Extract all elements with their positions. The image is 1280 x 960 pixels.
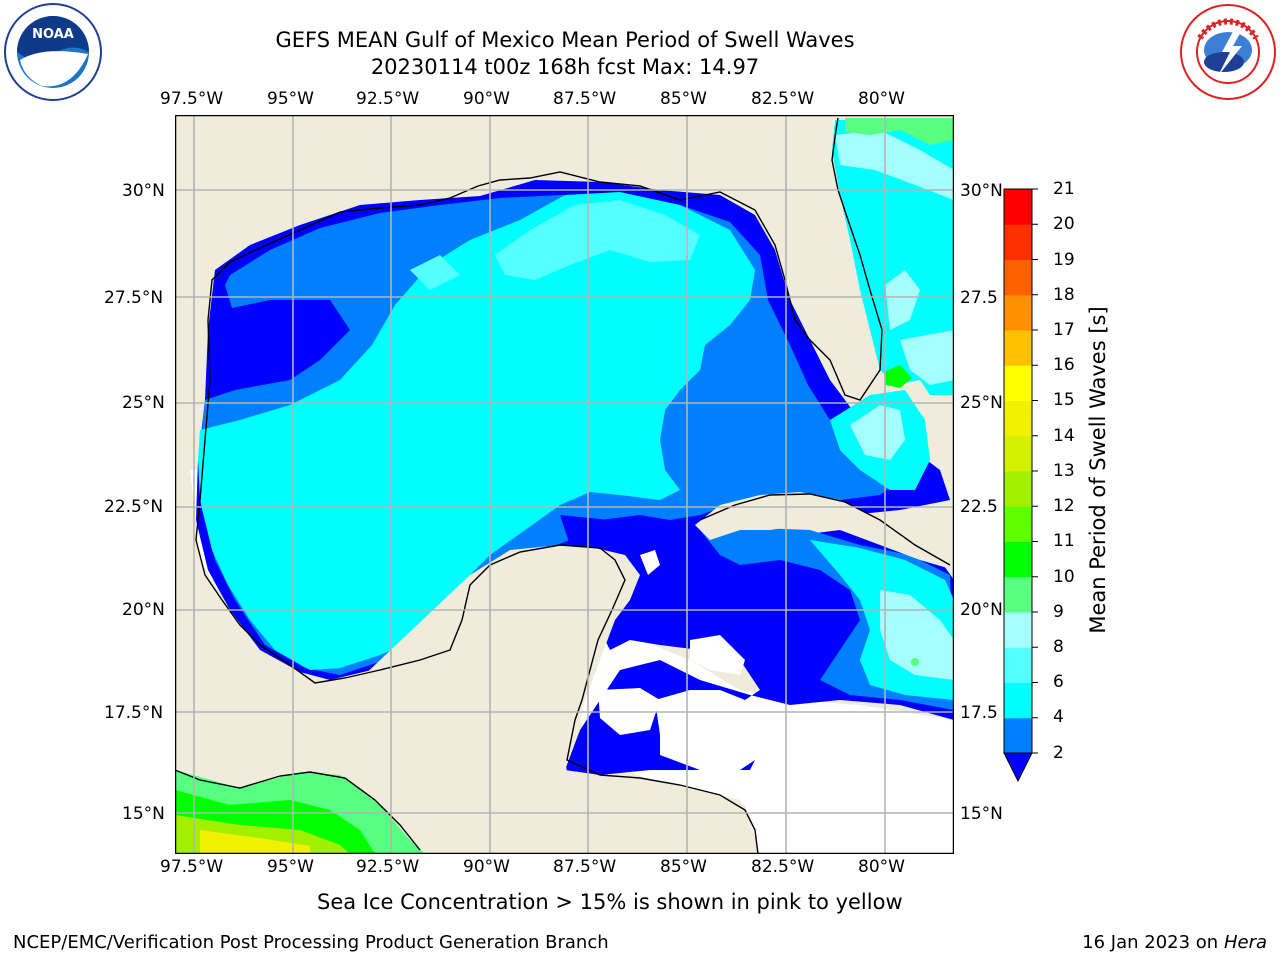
date-prefix: 16 Jan 2023 on [1082, 932, 1224, 953]
sea-ice-note: Sea Ice Concentration > 15% is shown in … [317, 890, 903, 914]
colorbar-tick-label: 6 [1053, 672, 1064, 692]
colorbar-tick-label: 8 [1053, 637, 1064, 657]
colorbar-tick-label: 18 [1053, 285, 1075, 305]
credit-text: NCEP/EMC/Verification Post Processing Pr… [13, 932, 609, 953]
atlantic-pale-patches [835, 130, 954, 385]
colorbar-tick-label: 20 [1053, 214, 1075, 234]
lat-tick-left: 22.5°N [104, 497, 164, 517]
lon-tick-bottom: 95°W [267, 857, 314, 877]
colorbar-segment [1004, 682, 1032, 719]
colorbar-segment [1004, 259, 1032, 296]
colorbar-tick-label: 2 [1053, 743, 1064, 763]
colorbar-segment [1004, 189, 1032, 225]
colorbar-tick-label: 16 [1053, 355, 1075, 375]
lon-tick-bottom: 80°W [858, 857, 905, 877]
lat-tick-right: 25°N [960, 393, 1003, 413]
lon-tick-bottom: 92.5°W [356, 857, 420, 877]
lat-tick-right: 22.5 [960, 497, 998, 517]
colorbar-tick-label: 17 [1053, 320, 1075, 340]
caribbean-pale-zone [880, 590, 954, 680]
colorbar-segment [1004, 471, 1032, 507]
lat-tick-right: 15°N [960, 804, 1003, 824]
lon-tick-top: 82.5°W [751, 89, 815, 109]
colorbar-tick-label: 14 [1053, 426, 1075, 446]
lat-tick-left: 27.5°N [104, 288, 164, 308]
lon-tick-bottom: 85°W [660, 857, 707, 877]
lat-tick-right: 30°N [960, 181, 1003, 201]
atlantic-cyan-zone [832, 120, 954, 395]
machine-name: Hera [1223, 932, 1267, 953]
lon-tick-bottom: 87.5°W [553, 857, 617, 877]
bahamas-pale-zone [850, 405, 905, 460]
colorbar-segment [1004, 294, 1032, 331]
atlantic-green-patches [845, 118, 954, 388]
lon-tick-top: 90°W [463, 89, 510, 109]
colorbar-tick-label: 12 [1053, 496, 1075, 516]
yucatan-land-inner [420, 552, 628, 800]
colorbar-tick-label: 10 [1053, 567, 1075, 587]
coastline [175, 117, 951, 854]
caribbean-green-dot [911, 658, 919, 666]
colorbar-segment [1004, 400, 1032, 437]
lat-tick-left: 17.5°N [104, 703, 164, 723]
colorbar-tick-label: 11 [1053, 531, 1075, 551]
lon-tick-top: 95°W [267, 89, 314, 109]
colorbar-under-triangle [1003, 752, 1033, 783]
lat-tick-left: 25°N [122, 393, 165, 413]
graticule [175, 115, 954, 854]
colorbar-segment [1004, 647, 1032, 683]
lat-tick-right: 27.5 [960, 288, 998, 308]
colorbar-segment [1004, 717, 1032, 754]
lat-tick-right: 20°N [960, 600, 1003, 620]
svg-text:NOAA: NOAA [32, 27, 74, 42]
colorbar-segment [1004, 506, 1032, 542]
colorbar-segment [1004, 435, 1032, 472]
map-frame [175, 115, 954, 854]
map-subtitle: 20230114 t00z 168h fcst Max: 14.97 [370, 55, 760, 79]
cuba-land [695, 492, 954, 570]
colorbar-tick-label: 19 [1053, 250, 1075, 270]
colorbar-segment [1004, 541, 1032, 578]
lon-tick-top: 80°W [858, 89, 905, 109]
nws-logo [1180, 4, 1276, 100]
lat-tick-right: 17.5 [960, 703, 998, 723]
colorbar-segment [1004, 576, 1032, 613]
colorbar-segment [1004, 224, 1032, 260]
colorbar-tick-label: 9 [1053, 602, 1064, 622]
colorbar [1003, 188, 1038, 783]
colorbar-tick-label: 4 [1053, 707, 1064, 727]
pacific-swell-zone [175, 770, 425, 854]
noaa-logo: NOAA [4, 3, 102, 101]
lon-tick-bottom: 90°W [463, 857, 510, 877]
gulf-lightcyan-patches [410, 200, 700, 290]
date-text: 16 Jan 2023 on Hera [1082, 932, 1267, 953]
lat-tick-left: 30°N [122, 181, 165, 201]
map-title: GEFS MEAN Gulf of Mexico Mean Period of … [275, 28, 855, 52]
colorbar-segment [1004, 365, 1032, 401]
colorbar-tick-label: 13 [1053, 461, 1075, 481]
lon-tick-top: 97.5°W [160, 89, 224, 109]
lat-tick-left: 20°N [122, 600, 165, 620]
colorbar-label: Mean Period of Swell Waves [s] [1086, 306, 1110, 634]
colorbar-tick-label: 21 [1053, 179, 1075, 199]
lat-tick-left: 15°N [122, 804, 165, 824]
lon-tick-bottom: 97.5°W [160, 857, 224, 877]
gulf-cyan-zone [198, 192, 755, 670]
lon-tick-top: 92.5°W [356, 89, 420, 109]
lon-tick-bottom: 82.5°W [751, 857, 815, 877]
swell-period-map [175, 115, 954, 854]
colorbar-segment [1004, 330, 1032, 366]
lon-tick-top: 87.5°W [553, 89, 617, 109]
colorbar-tick-label: 15 [1053, 390, 1075, 410]
colorbar-segment [1004, 612, 1032, 648]
lon-tick-top: 85°W [660, 89, 707, 109]
